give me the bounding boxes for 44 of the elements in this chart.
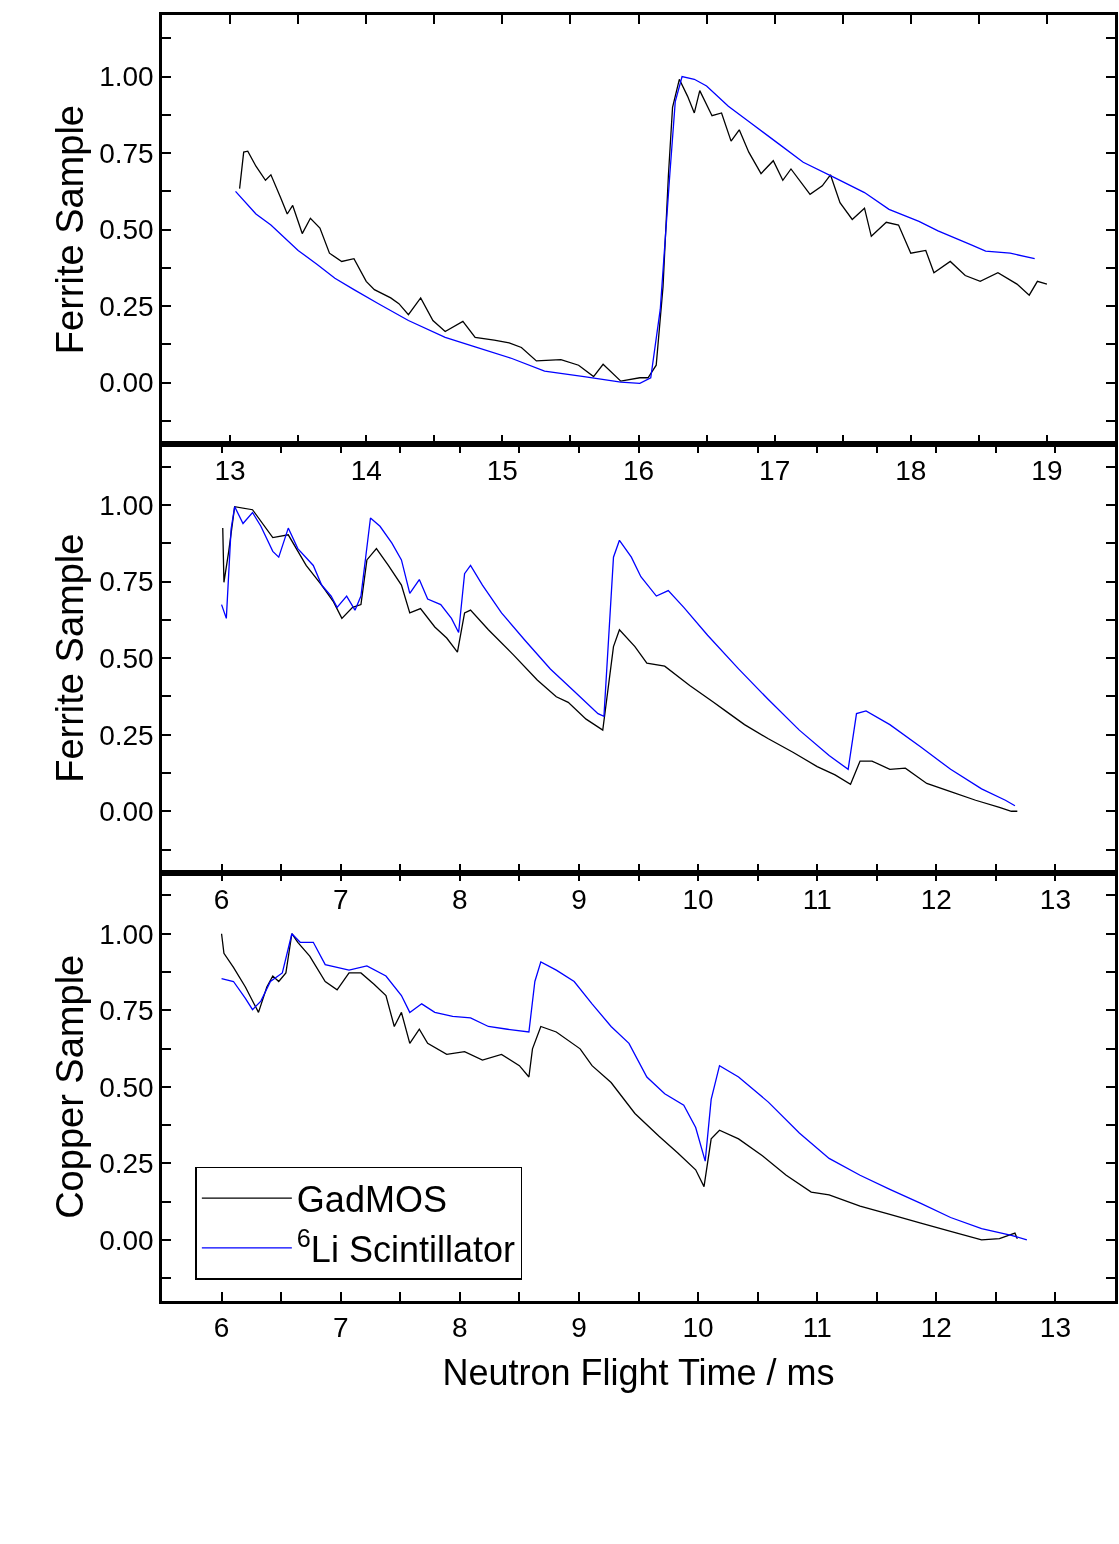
x-tick-label: 11 bbox=[802, 883, 832, 915]
y-tick-label: 0.25 bbox=[99, 1148, 154, 1180]
x-tick-label: 8 bbox=[452, 883, 468, 915]
x-tick-label: 11 bbox=[802, 1312, 832, 1344]
x-tick-label: 13 bbox=[214, 455, 246, 487]
y-tick-label: 0.75 bbox=[99, 137, 154, 169]
y-axis-title: Ferrite Sample bbox=[49, 533, 92, 783]
x-tick-label: 6 bbox=[213, 883, 230, 915]
x-tick-label: 9 bbox=[571, 1312, 587, 1344]
y-tick-label: 0.00 bbox=[99, 1224, 154, 1256]
legend-label: GadMOS bbox=[296, 1179, 447, 1221]
y-tick-label: 0.00 bbox=[99, 796, 154, 828]
y-tick-label: 0.50 bbox=[99, 214, 154, 246]
x-tick-label: 7 bbox=[332, 883, 349, 915]
x-tick-label: 15 bbox=[486, 455, 518, 487]
y-tick-label: 0.00 bbox=[99, 367, 154, 399]
x-tick-label: 14 bbox=[350, 455, 382, 487]
x-tick-label: 18 bbox=[895, 455, 927, 487]
x-tick-label: 12 bbox=[920, 883, 952, 915]
y-tick-label: 0.25 bbox=[99, 719, 154, 751]
x-tick-label: 9 bbox=[571, 883, 587, 915]
x-tick-label: 13 bbox=[1039, 883, 1072, 915]
x-tick-label: 13 bbox=[1039, 1312, 1072, 1344]
x-tick-label: 7 bbox=[332, 1312, 349, 1344]
y-tick-label: 0.75 bbox=[99, 566, 154, 598]
y-axis-title: Ferrite Sample bbox=[49, 105, 92, 355]
legend-label: $^{6}$Li Scintillator bbox=[296, 1223, 515, 1270]
x-tick-label: 10 bbox=[682, 1312, 714, 1344]
y-tick-label: 0.75 bbox=[99, 995, 154, 1027]
y-tick-label: 0.50 bbox=[99, 1071, 154, 1103]
y-tick-label: 0.25 bbox=[99, 290, 154, 322]
y-tick-label: 1.00 bbox=[99, 61, 154, 93]
x-tick-label: 17 bbox=[759, 455, 791, 487]
y-axis-title: Copper Sample bbox=[49, 954, 92, 1219]
x-tick-label: 10 bbox=[682, 883, 714, 915]
x-tick-label: 6 bbox=[213, 1312, 230, 1344]
x-tick-label: 12 bbox=[920, 1312, 952, 1344]
y-tick-label: 1.00 bbox=[99, 918, 154, 950]
x-tick-label: 16 bbox=[622, 455, 655, 487]
x-axis-title: Neutron Flight Time / ms bbox=[442, 1352, 835, 1394]
x-tick-label: 8 bbox=[452, 1312, 468, 1344]
x-tick-label: 19 bbox=[1031, 455, 1063, 487]
y-tick-label: 0.50 bbox=[99, 643, 154, 674]
y-tick-label: 1.00 bbox=[99, 489, 154, 521]
